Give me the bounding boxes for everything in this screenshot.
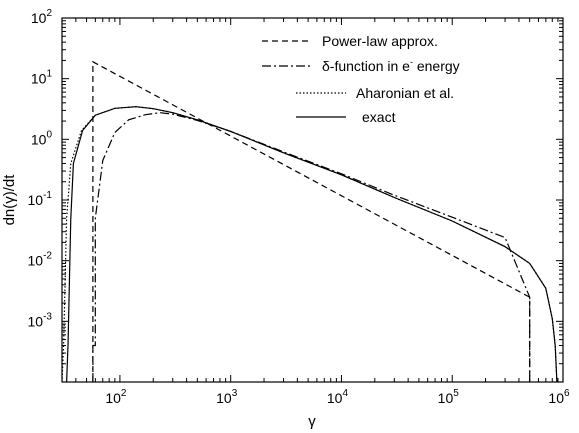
series-line-3 (66, 106, 558, 382)
y-tick-label: 100 (31, 129, 53, 147)
x-tick-label: 102 (105, 388, 127, 406)
y-tick-label: 10-2 (28, 251, 53, 269)
x-axis-label: γ (308, 413, 316, 430)
x-tick-label: 103 (216, 388, 238, 406)
x-tick-label: 106 (548, 388, 570, 406)
y-tick-label: 102 (31, 8, 53, 26)
series-line-0 (92, 60, 531, 382)
ticks-layer (61, 17, 564, 383)
plot-frame (61, 17, 564, 383)
legend-label-0: Power-law approx. (322, 33, 438, 49)
legend-label-3: exact (362, 109, 396, 125)
series-line-1 (92, 112, 531, 382)
labels-layer: 102 103 104 105 106 10-3 10-2 10-1 100 101 102 (28, 8, 570, 406)
y-axis-label: dn(γ)/dt (1, 174, 18, 226)
y-tick-label: 10-3 (28, 311, 53, 329)
legend-label-2: Aharonian et al. (356, 85, 454, 101)
legend: Power-law approx. δ-function in e- energy… (262, 33, 460, 125)
series-layer (62, 60, 558, 382)
y-tick-label: 101 (31, 69, 53, 87)
x-tick-label: 105 (438, 388, 460, 406)
x-tick-label: 104 (327, 388, 349, 406)
y-tick-label: 10-1 (28, 190, 53, 208)
legend-label-1: δ-function in e- energy (322, 57, 460, 74)
